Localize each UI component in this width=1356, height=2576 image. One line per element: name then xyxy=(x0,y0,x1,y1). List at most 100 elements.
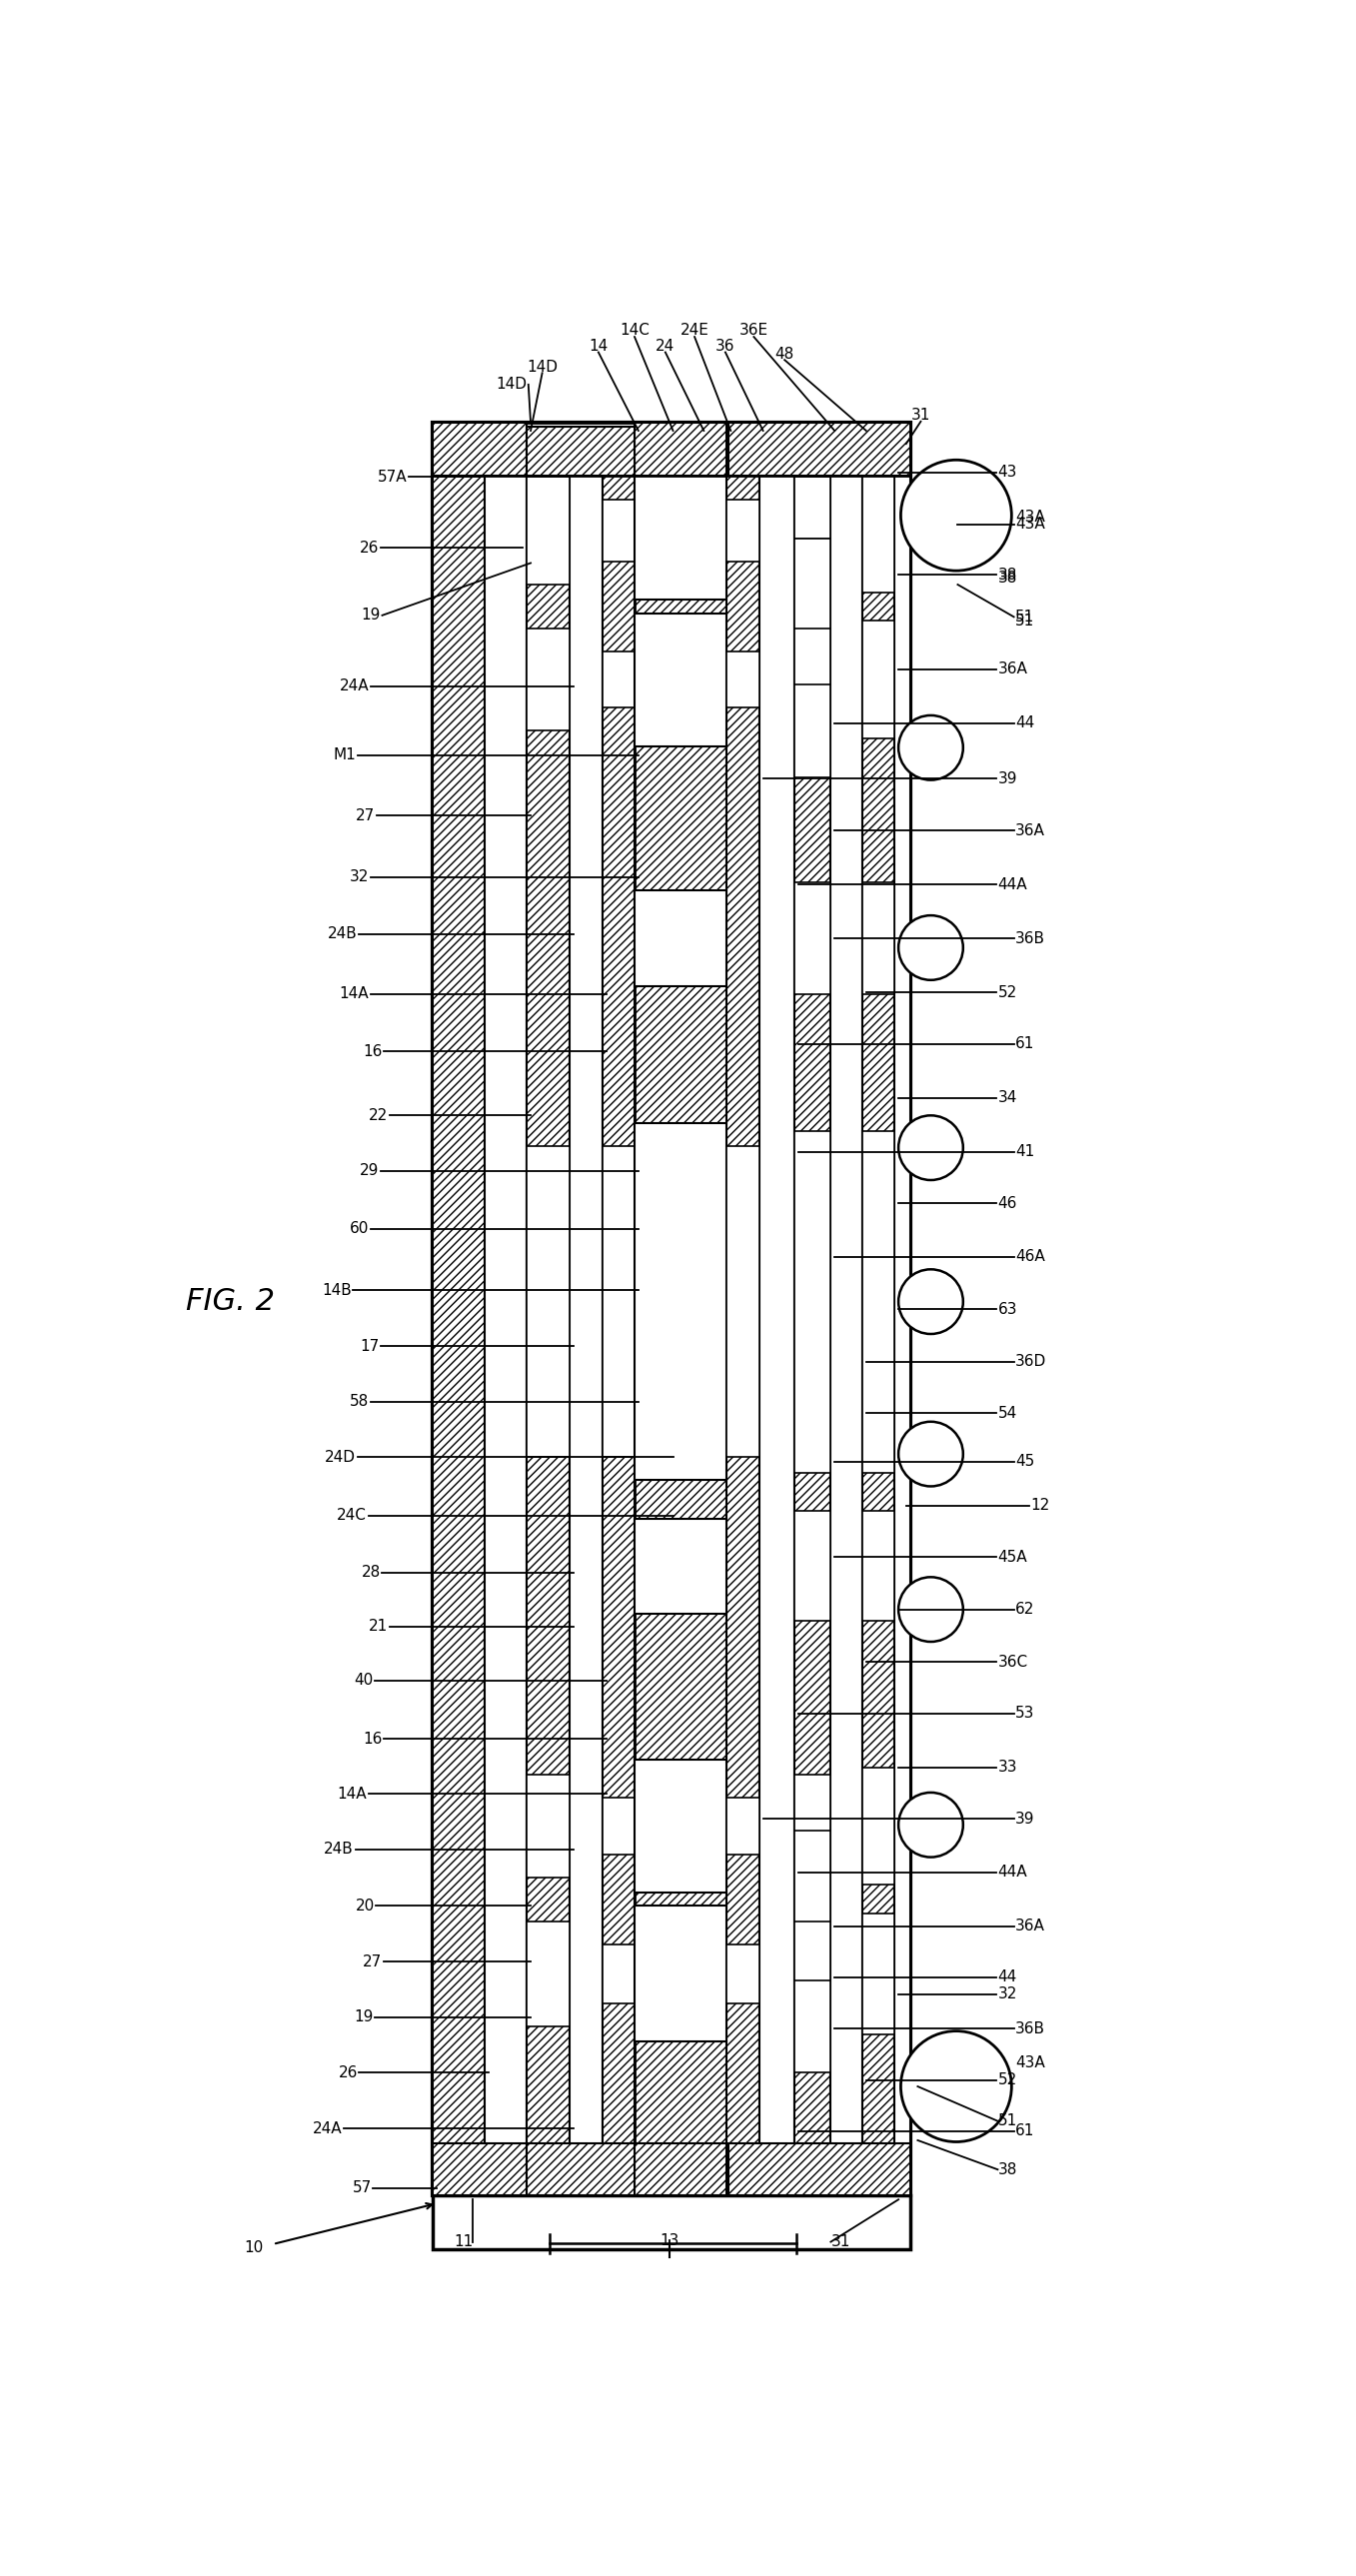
Bar xyxy=(727,500,759,562)
Text: 29: 29 xyxy=(359,1164,380,1177)
Text: 38: 38 xyxy=(998,572,1017,585)
Text: 44: 44 xyxy=(1016,716,1035,732)
Text: 44A: 44A xyxy=(998,878,1028,891)
Text: 63: 63 xyxy=(998,1301,1017,1316)
Text: 21: 21 xyxy=(369,1618,388,1633)
Text: 14A: 14A xyxy=(338,1788,366,1801)
Text: 32: 32 xyxy=(998,1986,1017,2002)
Text: 28: 28 xyxy=(362,1566,381,1579)
Text: M1: M1 xyxy=(334,747,357,762)
Text: 36D: 36D xyxy=(1016,1355,1047,1370)
Bar xyxy=(635,2143,727,2195)
Text: 16: 16 xyxy=(363,1731,382,1747)
Text: 24E: 24E xyxy=(681,322,709,337)
Bar xyxy=(635,422,727,477)
Text: 36A: 36A xyxy=(1016,824,1045,837)
Text: 38: 38 xyxy=(998,2161,1017,2177)
Text: 12: 12 xyxy=(1031,1499,1050,1512)
Text: 24B: 24B xyxy=(324,1842,354,1857)
Bar xyxy=(484,422,527,2195)
Text: 10: 10 xyxy=(244,2241,263,2257)
Bar xyxy=(635,1520,727,1613)
Text: 61: 61 xyxy=(1016,2123,1035,2138)
Text: 11: 11 xyxy=(454,2233,473,2249)
Bar xyxy=(527,1922,570,2027)
Bar xyxy=(527,1146,570,1458)
Bar xyxy=(727,1146,759,1458)
Bar xyxy=(635,461,727,600)
Text: 38: 38 xyxy=(998,567,1017,582)
Text: 36C: 36C xyxy=(998,1654,1028,1669)
Text: 24B: 24B xyxy=(328,927,358,940)
Text: 19: 19 xyxy=(361,608,381,623)
Bar xyxy=(862,1767,895,1886)
Text: 57A: 57A xyxy=(378,469,408,484)
Text: 31: 31 xyxy=(911,407,930,422)
Text: 39: 39 xyxy=(998,770,1017,786)
Bar xyxy=(527,477,570,585)
Bar xyxy=(759,422,795,2195)
Bar xyxy=(527,2143,635,2195)
Bar xyxy=(795,629,831,690)
Bar xyxy=(728,2143,910,2195)
Circle shape xyxy=(899,1270,963,1334)
Text: 45A: 45A xyxy=(998,1551,1028,1564)
Text: 52: 52 xyxy=(998,984,1017,999)
Bar xyxy=(602,1945,635,2004)
Bar xyxy=(527,629,570,732)
Bar xyxy=(433,422,910,2195)
Circle shape xyxy=(899,914,963,979)
Text: 43A: 43A xyxy=(1016,518,1045,533)
Bar xyxy=(727,1945,759,2004)
Text: 60: 60 xyxy=(350,1221,369,1236)
Bar xyxy=(895,422,910,2195)
Circle shape xyxy=(899,1422,963,1486)
Text: 24: 24 xyxy=(656,337,675,353)
Text: FIG. 2: FIG. 2 xyxy=(186,1288,275,1316)
Bar xyxy=(727,652,759,708)
Text: 32: 32 xyxy=(350,871,369,884)
Text: 24A: 24A xyxy=(339,677,369,693)
Text: 14: 14 xyxy=(589,337,607,353)
Text: 36A: 36A xyxy=(998,662,1028,677)
Text: 14B: 14B xyxy=(321,1283,351,1298)
Bar xyxy=(527,422,570,2195)
Text: 45: 45 xyxy=(1016,1455,1035,1468)
Text: 27: 27 xyxy=(363,1955,382,1968)
Bar xyxy=(795,1922,831,1984)
Bar xyxy=(795,1775,831,1837)
Text: 36A: 36A xyxy=(1016,1919,1045,1935)
Bar xyxy=(795,884,831,994)
Text: 51: 51 xyxy=(998,2112,1017,2128)
Bar xyxy=(433,2143,910,2195)
Bar xyxy=(795,422,831,2195)
Text: 46A: 46A xyxy=(1016,1249,1045,1265)
Bar xyxy=(433,2143,527,2195)
Text: 26: 26 xyxy=(338,2066,358,2079)
Circle shape xyxy=(899,1115,963,1180)
Bar xyxy=(795,1131,831,1473)
Bar xyxy=(728,422,910,477)
Text: 61: 61 xyxy=(1016,1036,1035,1051)
Text: 53: 53 xyxy=(1016,1705,1035,1721)
Text: 46: 46 xyxy=(998,1195,1017,1211)
Text: 43: 43 xyxy=(998,464,1017,479)
Text: 20: 20 xyxy=(355,1899,374,1914)
Bar xyxy=(433,422,527,477)
Bar xyxy=(635,1759,727,1893)
Bar xyxy=(862,1512,895,1620)
Bar xyxy=(527,428,635,477)
Text: 14D: 14D xyxy=(496,376,527,392)
Bar xyxy=(635,613,727,747)
Text: 57: 57 xyxy=(353,2179,372,2195)
Bar xyxy=(727,422,759,2195)
Text: 24D: 24D xyxy=(325,1450,357,1466)
Bar xyxy=(795,685,831,778)
Bar xyxy=(862,1131,895,1473)
Circle shape xyxy=(900,2030,1012,2141)
Text: 43A: 43A xyxy=(1016,2056,1045,2071)
Bar xyxy=(795,1981,831,2074)
Text: 58: 58 xyxy=(350,1394,369,1409)
Text: 36B: 36B xyxy=(1016,930,1045,945)
Bar xyxy=(862,422,895,2195)
